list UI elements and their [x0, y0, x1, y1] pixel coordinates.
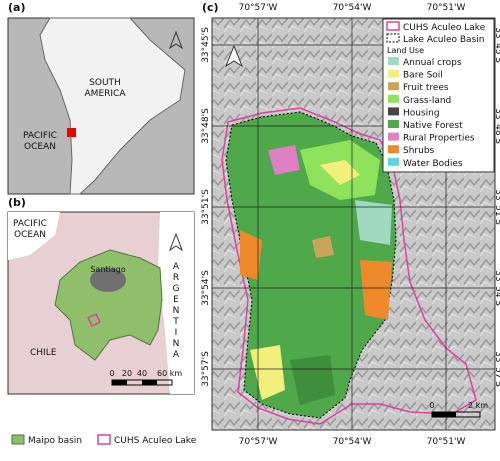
legend-label: Water Bodies	[403, 159, 463, 169]
legend-label: Lake Aculeo Basin	[403, 35, 484, 45]
ocean-label: PACIFIC	[13, 219, 47, 229]
lat-label: 33°54'S	[493, 270, 500, 306]
lon-label: 70°54'W	[333, 437, 372, 447]
legend-swatch	[388, 107, 399, 116]
lat-label: 33°45'S	[493, 27, 500, 63]
north-arrow	[224, 44, 244, 68]
land-use-patch	[320, 160, 360, 185]
legend-label: Native Forest	[403, 121, 463, 131]
scale-label: 60 km	[157, 369, 182, 378]
city-label: Santiago	[90, 265, 125, 274]
scale-label: 0	[109, 369, 114, 378]
land-use-patch	[268, 145, 300, 175]
legend-label: Rural Properties	[403, 134, 475, 144]
santiago-urban	[90, 268, 126, 292]
lon-label: 70°57'W	[239, 437, 278, 447]
country-label: CHILE	[30, 348, 57, 358]
study-area	[67, 128, 76, 137]
country-label: ARGENTINA	[171, 262, 181, 361]
lon-label: 70°57'W	[239, 3, 278, 13]
scale-label: 0	[429, 401, 434, 410]
legend-swatch	[386, 33, 400, 43]
land-use-patch	[250, 345, 285, 400]
scale-bar	[142, 380, 157, 385]
legend-swatch	[388, 94, 399, 103]
panel-label: (c)	[202, 1, 219, 14]
lon-label: 70°51'W	[427, 3, 466, 13]
ocean	[8, 212, 60, 260]
scale-label: 2 km	[468, 401, 488, 410]
panel-label: (a)	[8, 1, 25, 14]
scale-bar	[432, 412, 456, 417]
scale-label: 40	[137, 369, 147, 378]
legend-swatch	[388, 132, 399, 141]
lat-label: 33°51'S	[493, 189, 500, 225]
lat-label: 33°51'S	[201, 189, 211, 225]
legend-swatch	[97, 434, 111, 445]
land-use-patch	[312, 236, 334, 258]
lat-label: 33°57'S	[493, 351, 500, 387]
legend-box	[382, 18, 495, 173]
lat-label: 33°54'S	[201, 270, 211, 306]
ocean-label: OCEAN	[14, 230, 46, 240]
continent	[39, 17, 186, 195]
ocean-label: PACIFIC	[23, 131, 57, 141]
lat-label: 33°48'S	[493, 108, 500, 144]
scale-bar	[112, 380, 127, 385]
legend-label: Shrubs	[403, 146, 435, 156]
legend-label: Bare Soil	[403, 71, 443, 81]
legend-label: Fruit trees	[403, 83, 449, 93]
legend-label: CUHS Aculeo Lake	[114, 436, 197, 446]
legend-swatch	[388, 69, 399, 78]
legend-swatch	[388, 157, 399, 166]
land-use-patch	[290, 355, 335, 405]
ocean-label: OCEAN	[24, 142, 56, 152]
argentina	[158, 212, 194, 394]
legend-swatch	[388, 120, 399, 128]
legend-label: Housing	[403, 108, 440, 118]
land-use-patch	[360, 260, 392, 320]
maipo-basin	[54, 249, 163, 361]
legend-label: Maipo basin	[28, 436, 82, 446]
legend-swatch	[388, 145, 399, 154]
land-use-patch	[240, 230, 262, 280]
scale-label: 20	[122, 369, 132, 378]
north-arrow	[168, 232, 184, 252]
lat-label: 33°45'S	[201, 27, 211, 63]
legend-label: CUHS Aculeo Lake	[403, 23, 486, 33]
legend-swatch	[388, 57, 399, 65]
legend-label: Annual crops	[403, 58, 462, 68]
lat-label: 33°57'S	[201, 351, 211, 387]
north-arrow	[168, 30, 184, 50]
legend-title: Land Use	[387, 46, 424, 55]
legend-swatch	[11, 434, 25, 445]
continent-label: SOUTH	[89, 78, 121, 88]
continent-label: AMERICA	[85, 89, 127, 99]
cuhs-outline	[221, 107, 477, 425]
lon-label: 70°51'W	[427, 437, 466, 447]
legend-swatch	[388, 82, 399, 91]
panel-label: (b)	[8, 196, 26, 209]
legend-label: Grass-land	[403, 96, 451, 106]
lon-label: 70°54'W	[333, 3, 372, 13]
lat-label: 33°48'S	[201, 108, 211, 144]
land-use-patch	[355, 200, 392, 245]
legend-swatch	[386, 21, 400, 31]
cuhs-outline	[86, 312, 102, 328]
